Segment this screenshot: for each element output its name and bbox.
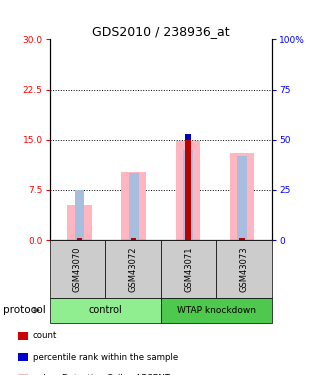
Bar <box>131 238 136 240</box>
Bar <box>77 238 82 240</box>
Bar <box>183 150 193 240</box>
Text: GSM43071: GSM43071 <box>184 246 193 292</box>
Text: value, Detection Call = ABSENT: value, Detection Call = ABSENT <box>33 374 170 375</box>
Bar <box>239 238 245 240</box>
Bar <box>122 172 146 240</box>
Bar <box>67 205 92 240</box>
Bar <box>230 153 254 240</box>
Title: GDS2010 / 238936_at: GDS2010 / 238936_at <box>92 25 230 38</box>
Text: protocol: protocol <box>3 305 46 315</box>
Bar <box>185 134 191 140</box>
Bar <box>237 156 247 240</box>
Text: GSM43073: GSM43073 <box>240 246 249 292</box>
Text: GSM43072: GSM43072 <box>129 246 138 292</box>
Bar <box>185 140 191 240</box>
Bar <box>75 190 84 240</box>
Text: WTAP knockdown: WTAP knockdown <box>177 306 256 315</box>
Text: count: count <box>33 331 57 340</box>
Text: GSM43070: GSM43070 <box>73 246 82 292</box>
Bar <box>129 173 139 240</box>
Text: percentile rank within the sample: percentile rank within the sample <box>33 352 178 362</box>
Bar <box>176 141 200 240</box>
Text: control: control <box>88 305 122 315</box>
